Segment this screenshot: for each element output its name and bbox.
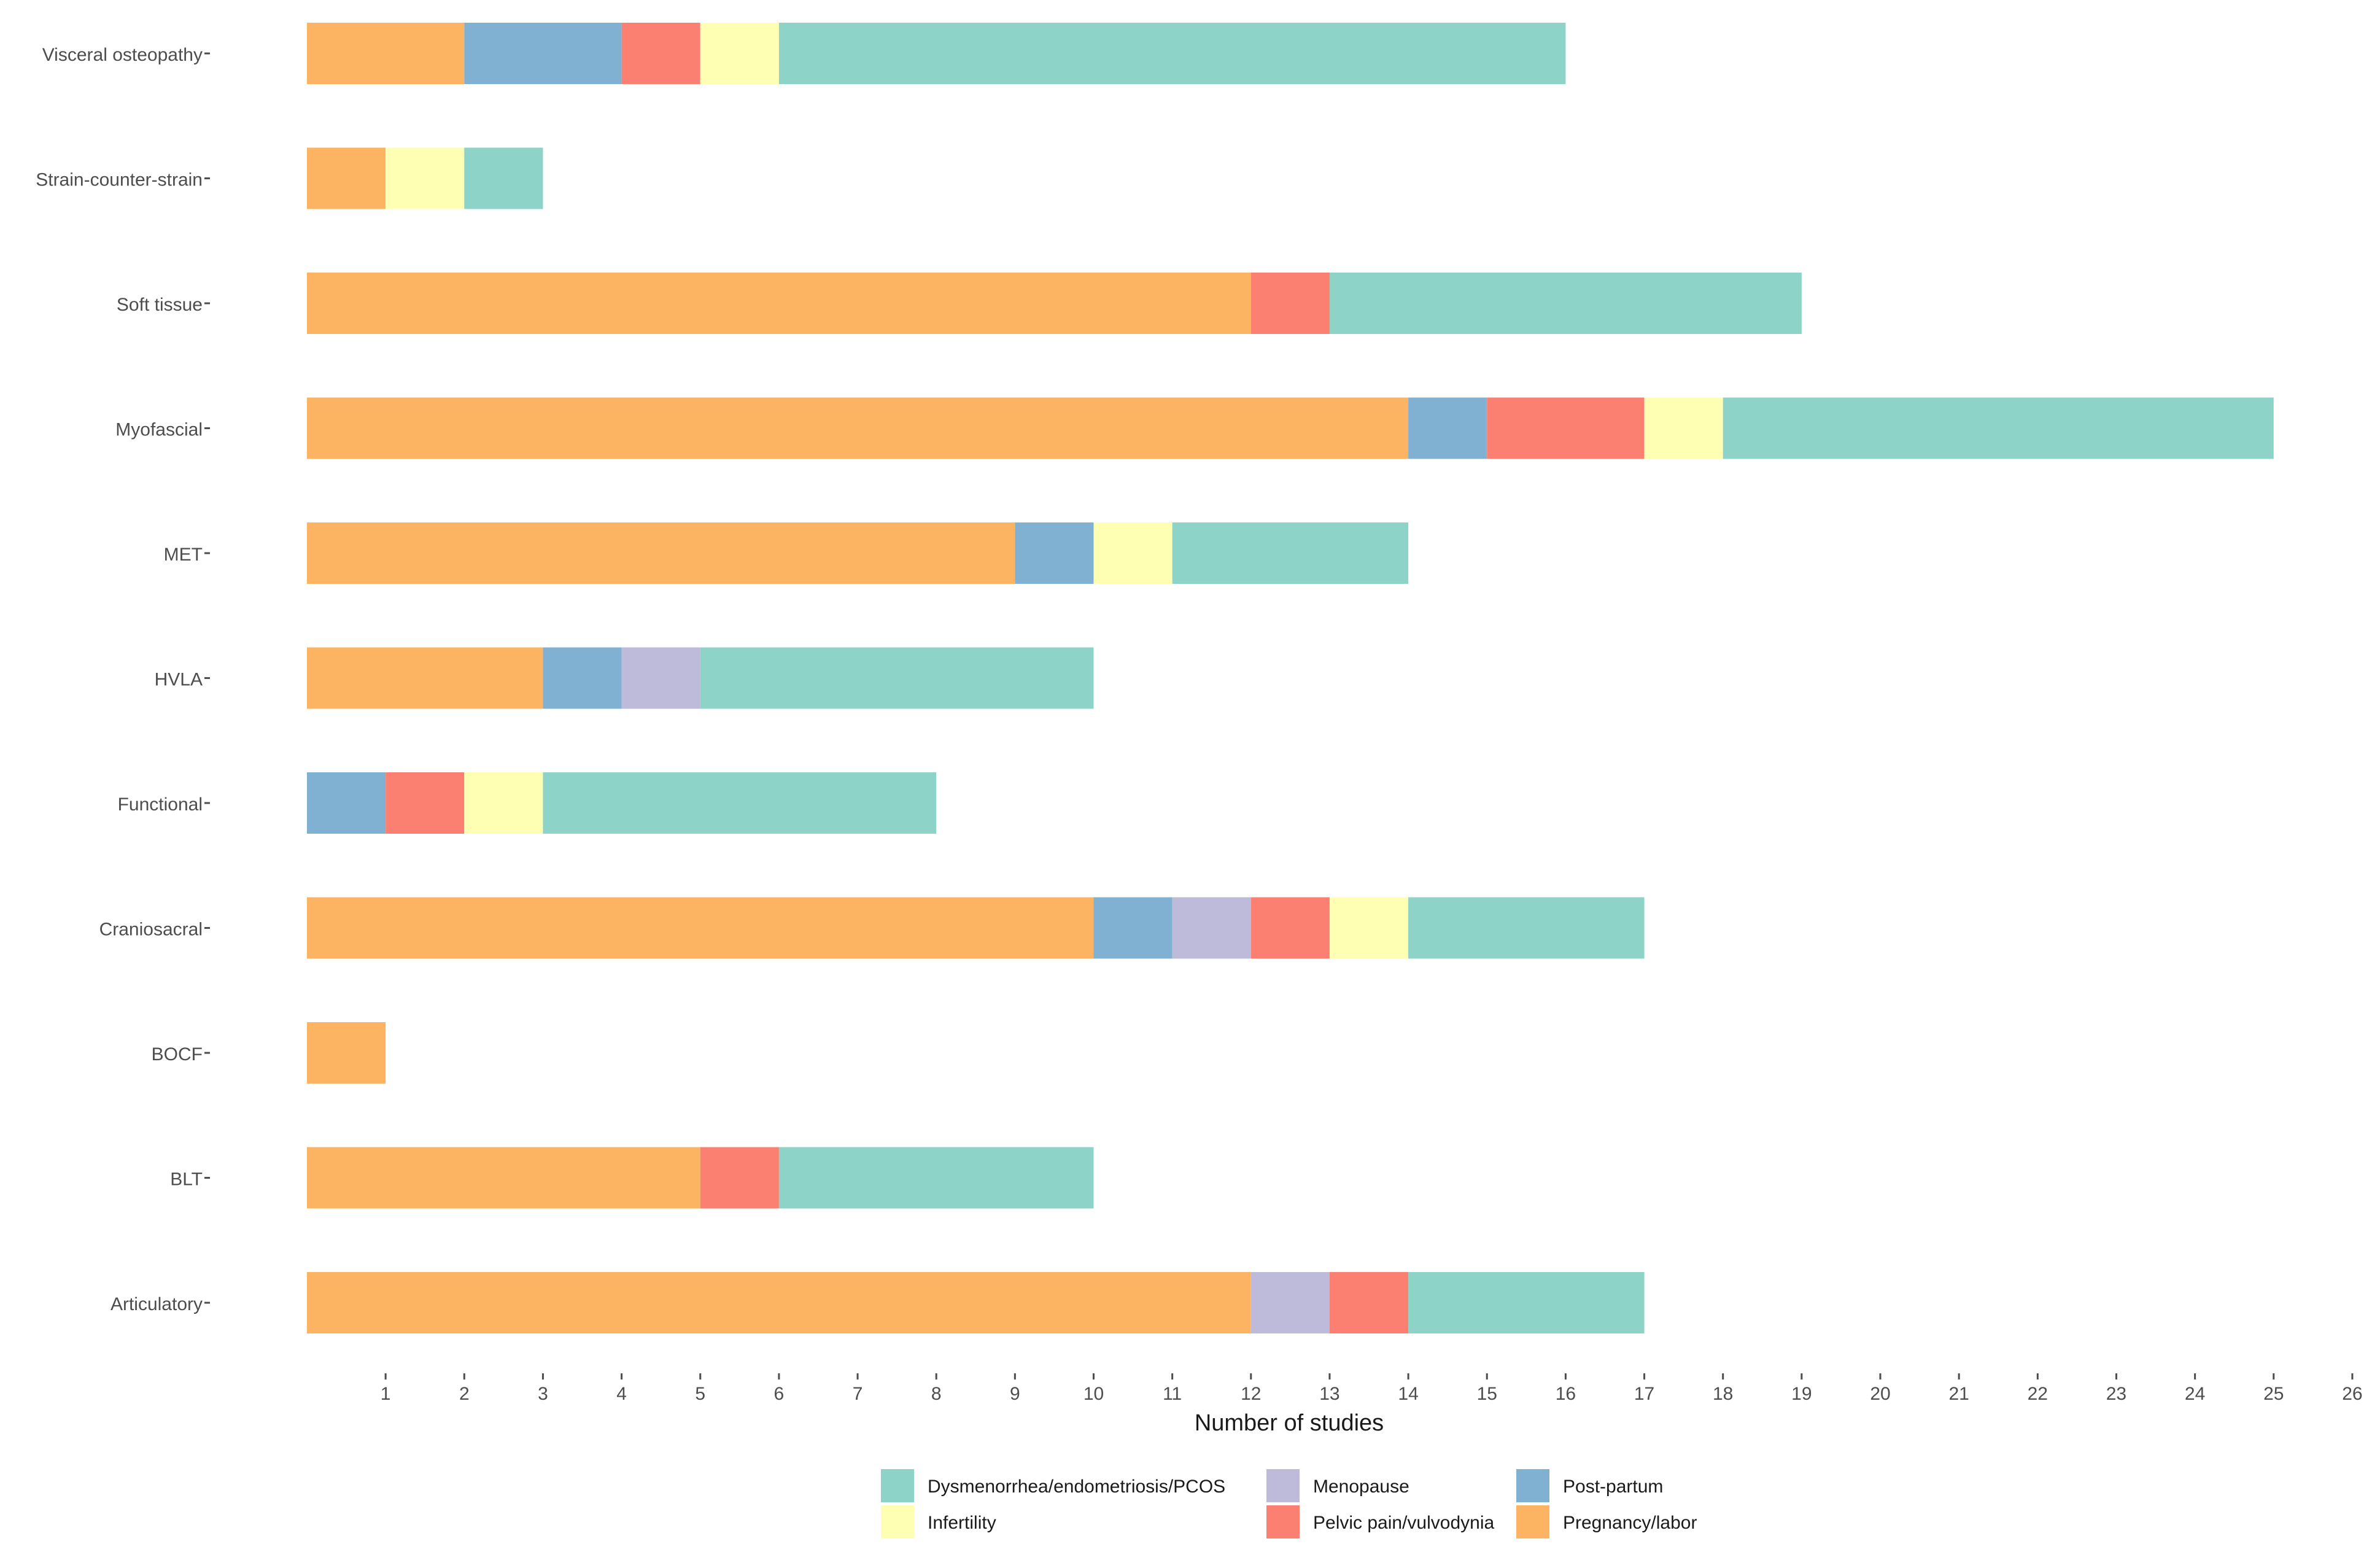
x-tick-label: 9	[1010, 1384, 1020, 1404]
bar-met-dysmenorrhea-endometriosis-pcos	[1172, 522, 1409, 584]
bar-soft-tissue-pelvic-pain-vulvodynia	[1250, 273, 1330, 334]
legend-key-pelvic-pain-vulvodynia	[1266, 1505, 1300, 1538]
x-tick-label: 18	[1713, 1384, 1733, 1404]
bar-functional-infertility	[464, 772, 543, 834]
x-tick-label: 17	[1634, 1384, 1654, 1404]
bar-hvla-pregnancy-labor	[307, 647, 543, 709]
legend-label: Dysmenorrhea/endometriosis/PCOS	[928, 1476, 1225, 1497]
bar-myofascial-post-partum	[1408, 397, 1487, 459]
bar-met-infertility	[1093, 522, 1173, 584]
y-tick-label: Myofascial	[115, 420, 203, 440]
legend-key-menopause	[1266, 1469, 1300, 1502]
bar-visceral-osteopathy-pelvic-pain-vulvodynia	[621, 23, 700, 84]
bar-hvla-menopause	[621, 647, 700, 709]
x-tick-label: 8	[931, 1384, 942, 1404]
x-tick-label: 2	[459, 1384, 470, 1404]
bar-visceral-osteopathy-infertility	[700, 23, 779, 84]
x-tick-label: 11	[1163, 1384, 1182, 1404]
bar-craniosacral-pelvic-pain-vulvodynia	[1250, 897, 1330, 959]
x-tick-label: 13	[1319, 1384, 1339, 1404]
bar-bocf-pregnancy-labor	[307, 1022, 386, 1084]
bar-visceral-osteopathy-pregnancy-labor	[307, 23, 465, 84]
bar-strain-counter-strain-infertility	[386, 147, 465, 209]
y-tick-label: BLT	[170, 1170, 203, 1190]
bar-hvla-post-partum	[543, 647, 622, 709]
bar-craniosacral-dysmenorrhea-endometriosis-pcos	[1408, 897, 1645, 959]
x-tick-label: 20	[1870, 1384, 1890, 1404]
bar-articulatory-pregnancy-labor	[307, 1272, 1251, 1333]
legend-label: Menopause	[1313, 1476, 1409, 1497]
y-tick-label: Craniosacral	[99, 920, 203, 940]
y-tick-label: Soft tissue	[117, 295, 203, 315]
y-tick-label: MET	[164, 545, 203, 565]
bars	[307, 23, 2274, 1333]
x-tick-label: 4	[616, 1384, 627, 1404]
bar-visceral-osteopathy-dysmenorrhea-endometriosis-pcos	[778, 23, 1566, 84]
bar-functional-dysmenorrhea-endometriosis-pcos	[543, 772, 937, 834]
bar-craniosacral-pregnancy-labor	[307, 897, 1094, 959]
legend-label: Pelvic pain/vulvodynia	[1313, 1513, 1494, 1533]
bar-met-pregnancy-labor	[307, 522, 1015, 584]
bar-blt-pelvic-pain-vulvodynia	[700, 1147, 779, 1209]
x-tick-label: 12	[1241, 1384, 1261, 1404]
legend-label: Post-partum	[1563, 1476, 1663, 1497]
bar-myofascial-infertility	[1644, 397, 1723, 459]
x-tick-label: 23	[2106, 1384, 2126, 1404]
bar-articulatory-menopause	[1250, 1272, 1330, 1333]
bar-met-post-partum	[1015, 522, 1094, 584]
x-axis-label: Number of studies	[1195, 1410, 1384, 1436]
bar-craniosacral-infertility	[1329, 897, 1409, 959]
bar-functional-pelvic-pain-vulvodynia	[386, 772, 465, 834]
y-tick-label: Functional	[118, 794, 203, 815]
bar-strain-counter-strain-dysmenorrhea-endometriosis-pcos	[464, 147, 543, 209]
bar-craniosacral-post-partum	[1093, 897, 1173, 959]
bar-functional-post-partum	[307, 772, 386, 834]
x-tick-label: 26	[2342, 1384, 2362, 1404]
y-tick-label: HVLA	[155, 670, 203, 690]
y-tick-label: Visceral osteopathy	[42, 45, 203, 65]
x-tick-label: 16	[1556, 1384, 1576, 1404]
x-tick-label: 24	[2185, 1384, 2205, 1404]
legend-key-post-partum	[1516, 1469, 1549, 1502]
y-tick-label: Strain-counter-strain	[36, 170, 203, 190]
bar-blt-pregnancy-labor	[307, 1147, 700, 1209]
legend-label: Infertility	[928, 1513, 996, 1533]
bar-articulatory-dysmenorrhea-endometriosis-pcos	[1408, 1272, 1645, 1333]
bar-strain-counter-strain-pregnancy-labor	[307, 147, 386, 209]
bar-articulatory-pelvic-pain-vulvodynia	[1329, 1272, 1409, 1333]
y-axis: Visceral osteopathy Strain-counter-strain…	[36, 45, 210, 1314]
bar-soft-tissue-pregnancy-labor	[307, 273, 1251, 334]
bar-craniosacral-menopause	[1172, 897, 1251, 959]
x-tick-label: 3	[538, 1384, 548, 1404]
bar-soft-tissue-dysmenorrhea-endometriosis-pcos	[1329, 273, 1802, 334]
legend-key-dysmenorrhea-endometriosis-pcos	[881, 1469, 914, 1502]
bar-visceral-osteopathy-post-partum	[464, 23, 622, 84]
x-tick-label: 10	[1083, 1384, 1104, 1404]
x-tick-label: 7	[853, 1384, 863, 1404]
legend-key-pregnancy-labor	[1516, 1505, 1549, 1538]
x-axis: 1 2 3 4 5 6 7 8 9 10 11 12 13 14 15 16 17 18 19 20 21 22 23 24 2…	[381, 1373, 2363, 1404]
x-tick-label: 5	[695, 1384, 705, 1404]
bar-myofascial-pregnancy-labor	[307, 397, 1409, 459]
legend-label: Pregnancy/labor	[1563, 1513, 1697, 1533]
x-tick-label: 25	[2263, 1384, 2284, 1404]
x-tick-label: 14	[1398, 1384, 1418, 1404]
bar-blt-dysmenorrhea-endometriosis-pcos	[778, 1147, 1094, 1209]
legend: Dysmenorrhea/endometriosis/PCOS Infertili…	[881, 1469, 1697, 1538]
x-tick-label: 15	[1477, 1384, 1497, 1404]
x-tick-label: 21	[1948, 1384, 1969, 1404]
x-tick-label: 22	[2028, 1384, 2048, 1404]
y-tick-label: Articulatory	[110, 1294, 203, 1314]
bar-myofascial-pelvic-pain-vulvodynia	[1487, 397, 1645, 459]
x-tick-label: 1	[381, 1384, 391, 1404]
bar-hvla-dysmenorrhea-endometriosis-pcos	[700, 647, 1094, 709]
x-tick-label: 6	[774, 1384, 785, 1404]
y-tick-label: BOCF	[152, 1044, 203, 1065]
bar-myofascial-dysmenorrhea-endometriosis-pcos	[1723, 397, 2274, 459]
legend-key-infertility	[881, 1505, 914, 1538]
x-tick-label: 19	[1791, 1384, 1812, 1404]
